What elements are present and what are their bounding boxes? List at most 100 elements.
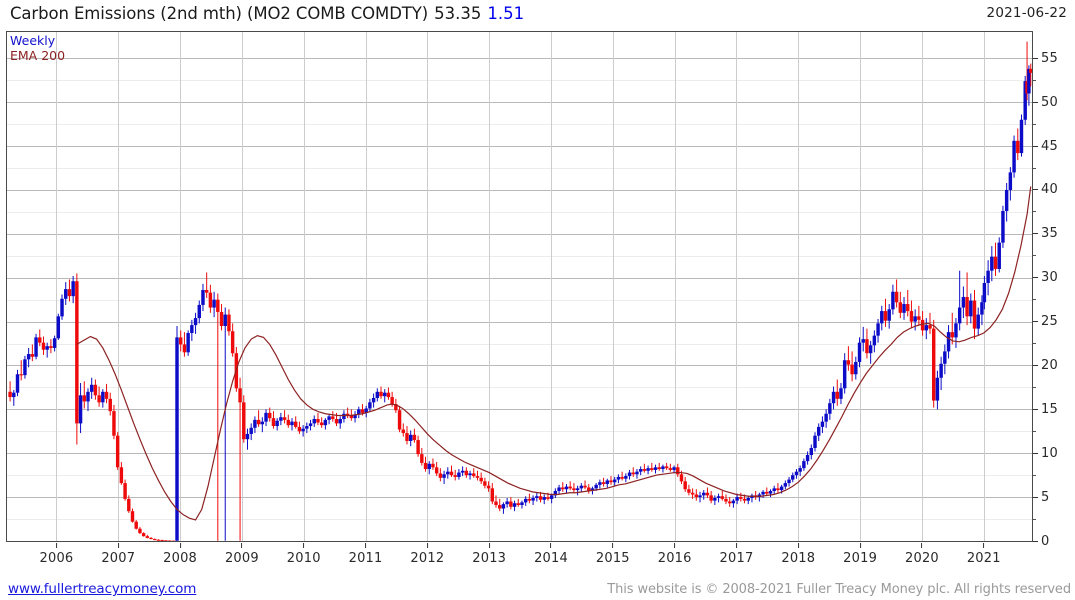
candle-body [78, 395, 83, 424]
y-axis-tick-minor [1033, 205, 1039, 219]
gridline-vertical [56, 32, 58, 541]
candle-body [190, 325, 194, 334]
candle-body [954, 323, 958, 338]
candle-body [1023, 81, 1027, 120]
chart-date: 2021-06-22 [986, 5, 1067, 21]
candle-body [38, 337, 42, 343]
site-url-link[interactable]: www.fullertreacymoney.com [8, 581, 197, 597]
y-tick-mark [1033, 277, 1038, 279]
legend-item-weekly: Weekly [10, 33, 56, 48]
candle-body [286, 419, 291, 426]
candle-body [227, 314, 231, 332]
candle-body [1016, 140, 1020, 154]
candle-body [390, 397, 394, 405]
gridline-vertical [921, 32, 923, 541]
x-tick-mark [921, 543, 923, 548]
x-tick-label: 2015 [595, 551, 630, 566]
candle-body [809, 447, 814, 455]
candle-body [316, 419, 320, 423]
gridline-vertical [241, 32, 243, 541]
candle-body [490, 488, 495, 502]
candle-body [553, 490, 558, 496]
candle-body [876, 323, 880, 336]
y-tick-label: 15 [1041, 401, 1058, 417]
candle-body [542, 497, 546, 500]
candle-body [394, 404, 398, 411]
series-layer [8, 41, 1032, 541]
candle-body [49, 346, 53, 348]
candle-body [34, 337, 38, 357]
candle-body [653, 467, 658, 470]
candle-body [290, 421, 294, 426]
candle-body [134, 521, 138, 529]
y-axis-tick: 50 [1033, 95, 1058, 110]
candle-body [52, 338, 57, 348]
y-tick-mark [1033, 233, 1038, 235]
price-change: 1.51 [487, 3, 525, 23]
y-axis-tick-minor [1033, 293, 1039, 307]
candle-body [798, 468, 802, 472]
candle-body [327, 416, 331, 420]
candle-body [731, 500, 736, 504]
y-tick-label: 25 [1041, 314, 1058, 330]
gridline-horizontal [7, 189, 1032, 191]
candle-body [293, 421, 298, 427]
candle-body [260, 421, 265, 425]
candle-body [575, 488, 580, 491]
candle-body [212, 299, 216, 308]
candle-body [182, 344, 187, 353]
candle-body [1029, 68, 1032, 73]
candle-body [761, 491, 765, 495]
candle-body [446, 471, 450, 475]
y-tick-mark [1033, 364, 1038, 366]
candle-body [345, 413, 350, 416]
candle-body [375, 391, 380, 398]
y-tick-label: 45 [1041, 138, 1058, 154]
candle-body [768, 490, 773, 494]
x-tick-label: 2014 [534, 551, 568, 566]
candle-body [657, 467, 661, 470]
candle-body [772, 488, 776, 491]
y-axis-tick: 25 [1033, 314, 1058, 330]
candle-body [920, 319, 925, 331]
candle-body [386, 392, 391, 398]
x-tick-label: 2019 [843, 551, 878, 566]
candle-body [115, 435, 120, 468]
candle-body [319, 422, 324, 426]
candle-body [264, 412, 268, 422]
candle-body [442, 474, 446, 478]
candle-body [97, 395, 101, 403]
y-axis-tick: 45 [1033, 138, 1058, 154]
y-tick-label: 10 [1041, 445, 1058, 461]
page-title: Carbon Emissions (2nd mth) (MO2 COMB COM… [10, 3, 429, 23]
candle-body [805, 454, 810, 462]
candle-body [75, 281, 79, 424]
x-tick-label: 2021 [966, 551, 1001, 566]
x-axis-tick: 2021 [967, 543, 1001, 566]
candle-body [275, 420, 279, 427]
candle-body [1004, 189, 1009, 212]
gridline-vertical [303, 32, 305, 541]
candle-body [627, 472, 632, 477]
y-tick-mark-minor [1033, 518, 1036, 520]
x-tick-label: 2017 [719, 551, 754, 566]
x-axis-tick: 2015 [596, 543, 630, 566]
y-tick-mark-minor [1033, 299, 1036, 301]
candle-body [153, 539, 157, 541]
x-axis-tick: 2014 [534, 543, 568, 566]
y-tick-label: 40 [1041, 182, 1058, 198]
candle-body [646, 468, 650, 471]
candle-body [301, 428, 305, 432]
x-tick-label: 2020 [905, 551, 939, 566]
y-tick-label: 30 [1041, 270, 1058, 286]
x-tick-mark [117, 543, 119, 548]
candle-body [661, 466, 665, 470]
x-axis-tick: 2013 [472, 543, 506, 566]
candle-body [716, 496, 721, 498]
candle-body [457, 472, 461, 477]
x-tick-label: 2018 [781, 551, 816, 566]
candle-body [416, 440, 420, 455]
candle-body [779, 486, 784, 491]
candle-body [868, 345, 873, 354]
candle-body [957, 307, 962, 324]
